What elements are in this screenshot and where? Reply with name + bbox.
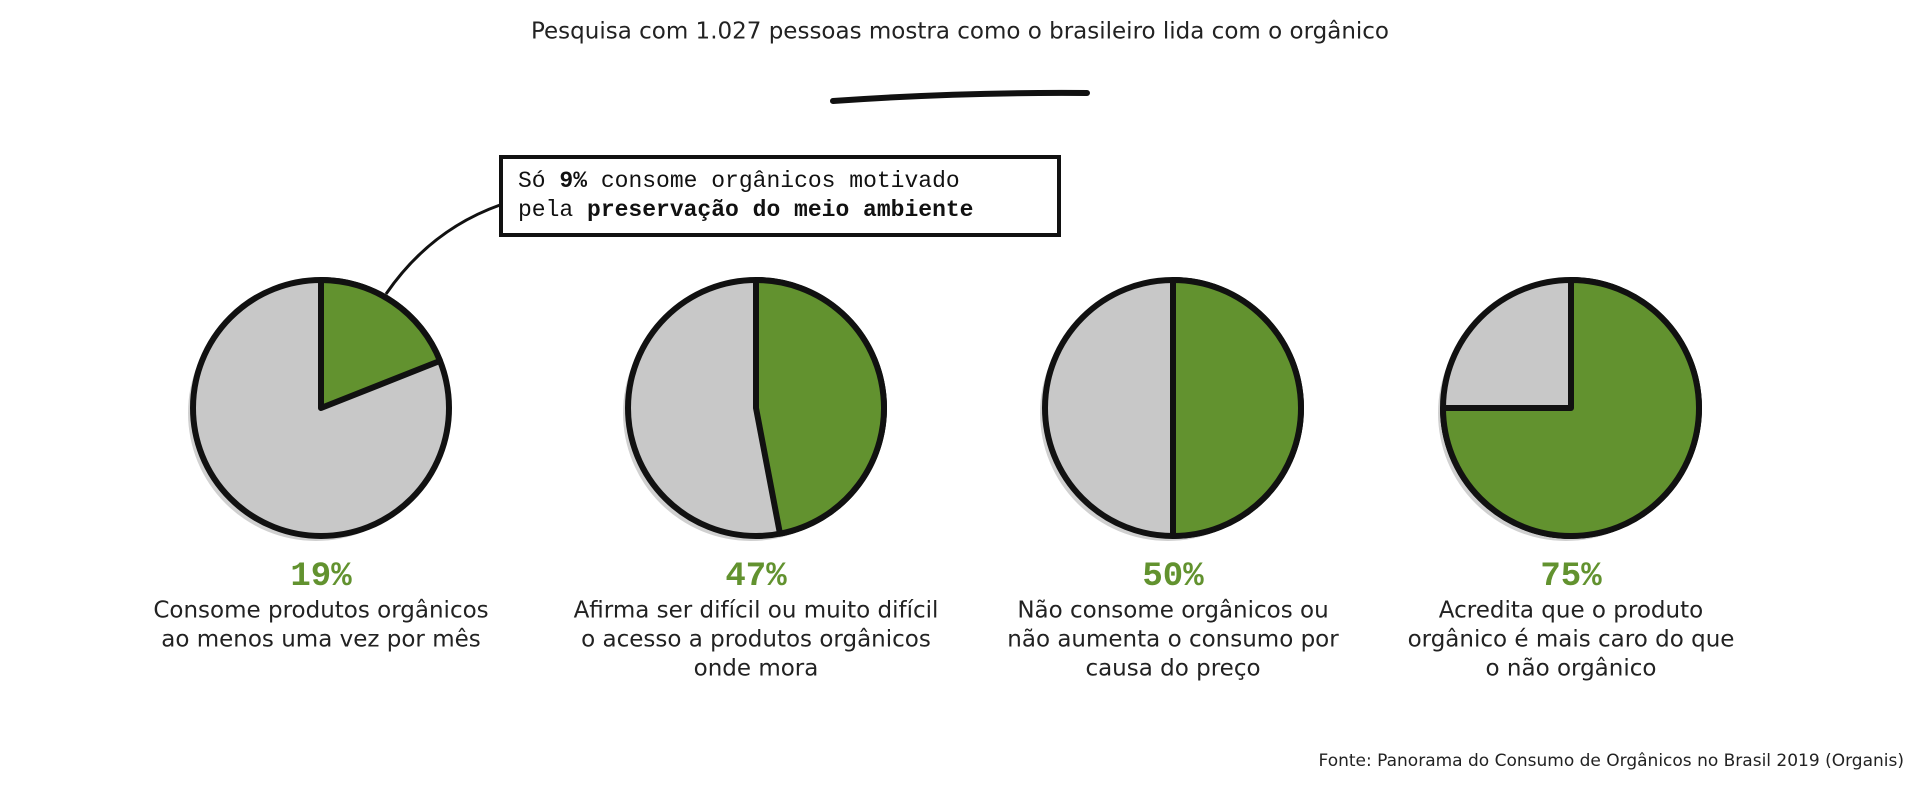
value-label: 47% <box>725 558 787 596</box>
caption: orgânico é mais caro do que <box>1408 627 1735 653</box>
value-label: 19% <box>290 558 352 596</box>
caption: Consome produtos orgânicos <box>153 598 488 624</box>
callout-line: pela preservação do meio ambiente <box>518 197 973 223</box>
pie-slice <box>1170 277 1304 539</box>
value-label: 50% <box>1142 558 1204 596</box>
caption: Acredita que o produto <box>1439 598 1703 624</box>
callout-text: pela <box>518 197 587 223</box>
source: Fonte: Panorama do Consumo de Orgânicos … <box>1319 751 1904 771</box>
value-label: 75% <box>1540 558 1602 596</box>
callout-emphasis: preservação do meio ambiente <box>587 197 973 223</box>
caption: Não consome orgânicos ou <box>1017 598 1328 624</box>
callout-pointer <box>384 203 501 295</box>
callout-line: Só 9% consome orgânicos motivado <box>518 168 960 194</box>
caption: causa do preço <box>1085 656 1260 682</box>
pie-slice <box>318 277 444 411</box>
title: Pesquisa com 1.027 pessoas mostra como o… <box>531 19 1389 45</box>
callout-text: consome orgânicos motivado <box>587 168 960 194</box>
callout-emphasis: 9% <box>559 168 587 194</box>
caption: ao menos uma vez por mês <box>161 627 480 653</box>
caption: o acesso a produtos orgânicos <box>581 627 931 653</box>
caption: Afirma ser difícil ou muito difícil <box>574 598 939 624</box>
pie-slice <box>1440 277 1702 539</box>
callout-text: Só <box>518 168 559 194</box>
caption: onde mora <box>694 656 819 682</box>
caption: não aumenta o consumo por <box>1007 627 1339 653</box>
pie-slice <box>753 277 887 537</box>
callout-box <box>499 155 1061 237</box>
title-underline <box>830 89 1090 104</box>
caption: o não orgânico <box>1486 656 1657 682</box>
